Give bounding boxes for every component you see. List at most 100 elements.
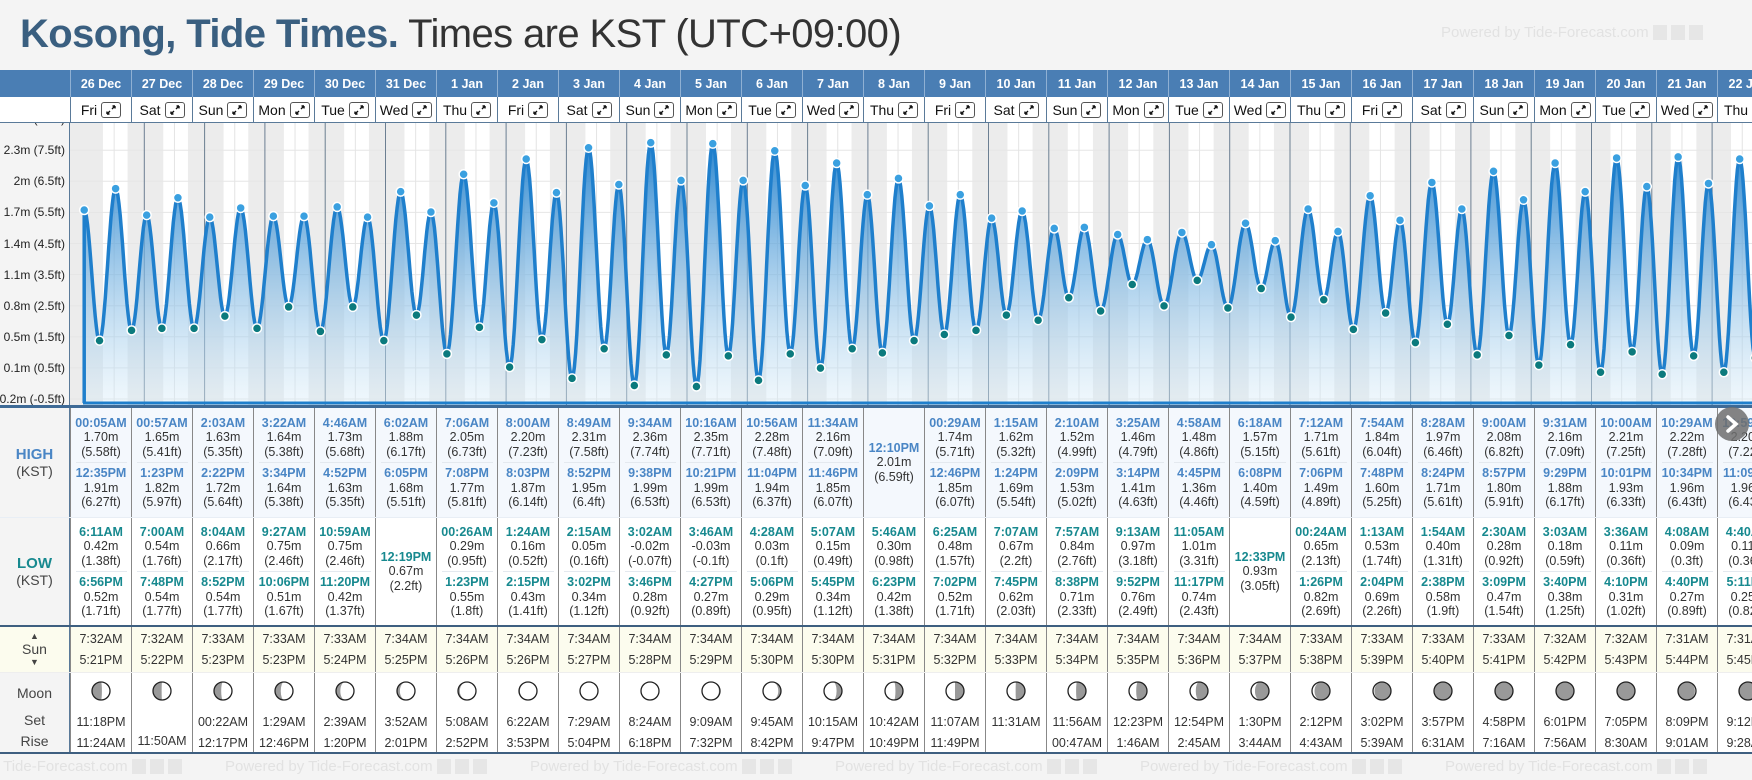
sunset-time: 5:43PM — [1604, 652, 1648, 667]
expand-day-button[interactable] — [1445, 101, 1466, 118]
high-tide-point — [1206, 239, 1217, 250]
high-tide-point — [645, 137, 656, 148]
date-header: 12 Jan — [1107, 70, 1168, 97]
weekday-cell: Mon — [253, 97, 314, 122]
sunrise-time: 7:34AM — [750, 631, 794, 646]
low-tide-entry: 9:52PM 0.76m (2.49ft) — [1112, 571, 1164, 622]
date-header: 4 Jan — [619, 70, 680, 97]
high-tide-point — [1240, 218, 1251, 229]
watermark: Powered by Tide-Forecast.com — [530, 758, 792, 775]
low-tide-section: 6:11AM 0.42m (1.38ft) 6:56PM 0.52m (1.71ft) 7:… — [0, 518, 1752, 625]
expand-day-button[interactable] — [471, 101, 492, 118]
high-tide-entry: 7:06PM 1.49m (4.89ft) — [1295, 462, 1347, 513]
expand-day-button[interactable] — [1202, 101, 1223, 118]
expand-day-button[interactable] — [1018, 101, 1039, 118]
expand-day-button[interactable] — [1325, 101, 1346, 118]
expand-day-button[interactable] — [591, 101, 612, 118]
moonrise-time: 6:31AM — [1421, 736, 1465, 750]
low-tide-cell: 10:59AM 0.75m (2.46ft) 11:20PM 0.42m (1.37ft) — [314, 518, 375, 625]
low-tide-point — [504, 361, 515, 373]
expand-icon — [1086, 104, 1097, 115]
low-tide-entry: 3:03AM 0.18m (0.59ft) — [1542, 524, 1588, 568]
high-tide-point — [986, 212, 997, 224]
low-tide-entry: 4:27PM 0.27m (0.89ft) — [685, 571, 737, 622]
expand-day-button[interactable] — [955, 101, 976, 118]
expand-day-button[interactable] — [1629, 101, 1650, 118]
low-tide-point — [877, 347, 888, 359]
sun-times-cell: 7:33AM 5:39PM — [1351, 627, 1412, 672]
high-tide-cell: 4:46AM 1.73m (5.68ft) 4:52PM 1.63m (5.35ft) — [314, 408, 375, 517]
expand-day-button[interactable] — [1508, 101, 1529, 118]
low-tide-point — [753, 375, 764, 386]
expand-day-button[interactable] — [1693, 101, 1714, 118]
low-tide-cell: 6:11AM 0.42m (1.38ft) 6:56PM 0.52m (1.71ft) — [70, 518, 131, 625]
expand-day-button[interactable] — [1143, 101, 1164, 118]
date-header: 13 Jan — [1168, 70, 1229, 97]
moonset-time: 9:45AM — [750, 715, 794, 729]
expand-day-button[interactable] — [164, 101, 185, 118]
low-tide-point — [1222, 302, 1234, 314]
moon-phase-icon — [882, 679, 906, 712]
next-page-button[interactable] — [1715, 407, 1749, 441]
high-tide-entry: 12:35PM 1.91m (6.27ft) — [75, 462, 127, 513]
expand-icon — [1575, 104, 1586, 115]
date-header: 20 Jan — [1595, 70, 1656, 97]
low-tide-point — [283, 301, 294, 313]
expand-day-button[interactable] — [348, 101, 369, 118]
high-tide-entry: 3:22AM 1.64m (5.38ft) — [261, 415, 307, 459]
low-tide-entry: 11:05AM 1.01m (3.31ft) — [1173, 524, 1225, 568]
sunrise-time: 7:34AM — [994, 631, 1038, 646]
high-tide-cell: 2:10AM 1.52m (4.99ft) 2:09PM 1.53m (5.02ft) — [1046, 408, 1107, 517]
expand-day-button[interactable] — [227, 101, 248, 118]
expand-day-button[interactable] — [1266, 101, 1287, 118]
watermark: Powered by Tide-Forecast.com — [0, 758, 182, 775]
high-tide-cell: 9:34AM 2.36m (7.74ft) 9:38PM 1.99m (6.53ft) — [619, 408, 680, 517]
expand-day-button[interactable] — [775, 101, 796, 118]
high-tide-point — [1302, 203, 1314, 215]
expand-icon — [1513, 104, 1524, 115]
high-tide-point — [298, 210, 310, 222]
sunrise-time: 7:34AM — [1238, 631, 1282, 646]
expand-icon — [1387, 104, 1397, 115]
high-tide-point — [395, 186, 406, 197]
moon-phase-icon — [1553, 679, 1577, 712]
high-tide-entry: 10:56AM 2.28m (7.48ft) — [746, 415, 798, 459]
low-tide-point — [1442, 319, 1453, 330]
sun-times-cell: 7:34AM 5:25PM — [375, 627, 436, 672]
expand-day-button[interactable] — [528, 101, 549, 118]
moon-phase-icon — [150, 679, 174, 712]
low-tide-entry: 7:45PM 0.62m (2.03ft) — [990, 571, 1042, 622]
expand-day-button[interactable] — [101, 101, 122, 118]
expand-day-button[interactable] — [1382, 101, 1403, 118]
low-tide-point — [441, 348, 453, 360]
watermark: Powered by Tide-Forecast.com — [835, 758, 1097, 775]
expand-day-button[interactable] — [412, 101, 433, 118]
high-tide-point — [1270, 235, 1281, 246]
sun-times-cell: 7:33AM 5:40PM — [1412, 627, 1473, 672]
high-tide-point — [488, 197, 500, 209]
expand-day-button[interactable] — [839, 101, 860, 118]
sunset-time: 5:27PM — [567, 652, 611, 667]
low-tide-point — [1158, 300, 1170, 312]
date-header: 10 Jan — [985, 70, 1046, 97]
high-tide-cell: 7:54AM 1.84m (6.04ft) 7:48PM 1.60m (5.25ft) — [1351, 408, 1412, 517]
expand-day-button[interactable] — [1081, 101, 1102, 118]
date-header: 30 Dec — [314, 70, 375, 97]
expand-day-button[interactable] — [1570, 101, 1591, 118]
moonset-time: 10:42AM — [868, 715, 920, 729]
tide-chart — [0, 123, 1752, 405]
weekday-cell: Sat — [131, 97, 192, 122]
moonrise-time: 4:43AM — [1299, 736, 1343, 750]
expand-day-button[interactable] — [716, 101, 737, 118]
expand-day-button[interactable] — [289, 101, 310, 118]
low-tide-point — [1626, 346, 1638, 358]
expand-day-button[interactable] — [654, 101, 675, 118]
moonrise-time: 9:47PM — [811, 736, 855, 750]
moonrise-time: 5:04PM — [567, 736, 611, 750]
expand-icon — [1023, 104, 1034, 115]
expand-icon — [1330, 104, 1340, 115]
y-axis-tick-label: -0.2m (-0.5ft) — [0, 392, 65, 405]
high-tide-point — [893, 173, 904, 184]
sunset-time: 5:26PM — [506, 652, 550, 667]
expand-day-button[interactable] — [898, 101, 919, 118]
